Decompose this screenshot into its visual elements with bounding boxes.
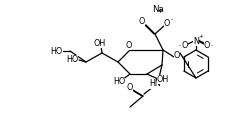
Text: O: O: [126, 40, 132, 50]
Text: O: O: [174, 50, 180, 60]
Text: OH: OH: [94, 39, 106, 47]
Text: O: O: [139, 17, 145, 27]
Text: -: -: [211, 44, 213, 49]
Text: OH: OH: [157, 74, 169, 84]
Text: Na: Na: [152, 5, 164, 13]
Text: O: O: [182, 40, 188, 50]
Text: +: +: [158, 8, 163, 14]
Text: HO: HO: [113, 77, 125, 87]
Text: N: N: [193, 37, 199, 45]
Text: O: O: [127, 84, 133, 92]
Text: -: -: [171, 17, 173, 22]
Text: O: O: [204, 40, 210, 50]
Text: HN: HN: [149, 79, 161, 89]
Text: +: +: [198, 35, 203, 40]
Text: -: -: [179, 44, 181, 49]
Text: HO: HO: [66, 55, 78, 64]
Text: HO: HO: [50, 47, 62, 55]
Text: O: O: [164, 18, 170, 27]
